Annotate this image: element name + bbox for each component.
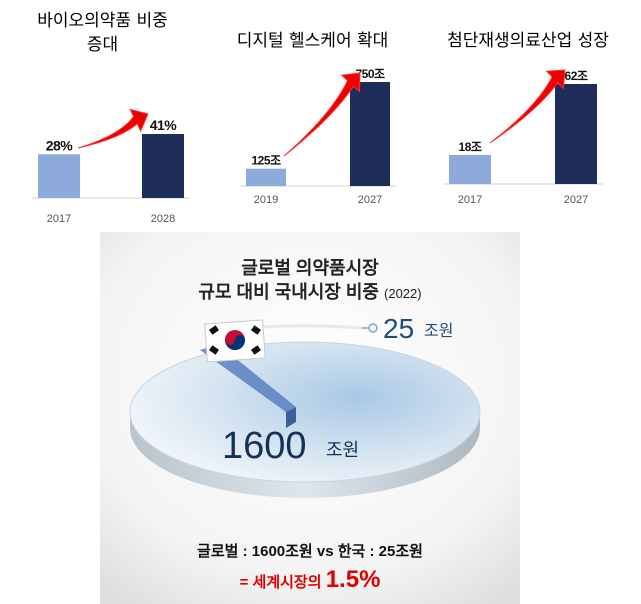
korea-value-number: 25 [383,313,414,344]
chart-1-bar-2028 [142,134,184,198]
pie-title-year: (2022) [384,286,422,301]
chart-2-tick-label-2019: 2019 [254,194,278,206]
pie-chart-svg: 25 조원 1600 조원 [129,313,481,498]
korea-leader-dot [368,323,378,333]
pie-summary-percent: 1.5% [325,566,381,593]
korea-flag-trigram-3 [209,345,219,355]
pie-slice-global [129,341,481,483]
pie-summary-line-1: 글로벌 : 1600조원 vs 한국 : 25조원 [197,543,423,560]
korea-flag-taegeuk-bottom [225,335,245,350]
chart-2-bar-2027 [350,82,390,186]
pie-summary-line-2: = 세계시장의 1.5% [100,566,520,594]
chart-1-data-label-2028: 41% [150,117,178,133]
global-value-unit: 조원 [326,440,359,460]
pie-summary-prefix: = 세계시장의 [239,574,322,591]
chart-panel-1: 바이오의약품 비중 증대 28% 2017 41% 2028 [0,0,210,232]
chart-3-bar-2017 [449,154,491,184]
pie-slice-korea-edge [286,407,296,428]
korea-value-unit: 조원 [424,322,453,340]
chart-3-bar-2027 [555,84,597,184]
chart-3-tick-label-2027: 2027 [564,194,588,206]
chart-3-tick-label-2017: 2017 [458,194,482,206]
pie-title-line-1: 글로벌 의약품시장 [241,258,379,278]
korea-flag-trigram-1 [209,325,219,335]
chart-panel-3: 첨단재생의료산업 성장 18조 2017 62조 2027 [415,0,641,232]
pie-panel: 글로벌 의약품시장 규모 대비 국내시장 비중 (2022) 25 조원 1600 조… [100,232,520,604]
chart-1-bar-2017 [38,154,80,198]
pie-title-line-2: 규모 대비 국내시장 비중 [198,282,379,302]
chart-3-growth-arrow [489,69,566,144]
chart-1-title-line-2: 증대 [86,35,119,55]
chart-3-data-label-2027: 62조 [565,69,588,83]
chart-1-tick-label-2017: 2017 [47,213,71,225]
chart-panel-2: 디지털 헬스케어 확대 125조 2019 750조 2027 [210,0,415,232]
korea-flag-trigram-4 [251,345,261,355]
chart-1-svg: 28% 2017 41% 2028 [32,108,190,225]
chart-3-title: 첨단재생의료산업 성장 [447,31,609,51]
chart-1-growth-arrow [77,108,149,149]
global-value-number: 1600 [222,425,307,467]
chart-2-growth-arrow [283,72,361,157]
chart-2-data-label-2027: 750조 [355,67,385,81]
chart-3-data-label-2017: 18조 [459,140,482,154]
chart-2-svg: 125조 2019 750조 2027 [240,67,396,206]
pie-edge [130,412,480,498]
chart-2-title: 디지털 헬스케어 확대 [236,31,389,51]
korea-flag-tail [263,324,363,330]
chart-1-tick-label-2028: 2028 [151,213,175,225]
chart-2-bar-2019 [246,168,286,186]
chart-1-data-label-2017: 28% [46,137,74,153]
pie-title-line-2-wrap: 규모 대비 국내시장 비중 (2022) [100,278,520,304]
chart-2-tick-label-2027: 2027 [358,194,382,206]
chart-2-data-label-2019: 125조 [251,154,281,168]
korea-flag-trigram-2 [251,325,261,335]
chart-3-svg: 18조 2017 62조 2027 [443,69,603,206]
chart-1-title-line-1: 바이오의약품 비중 [37,11,168,31]
